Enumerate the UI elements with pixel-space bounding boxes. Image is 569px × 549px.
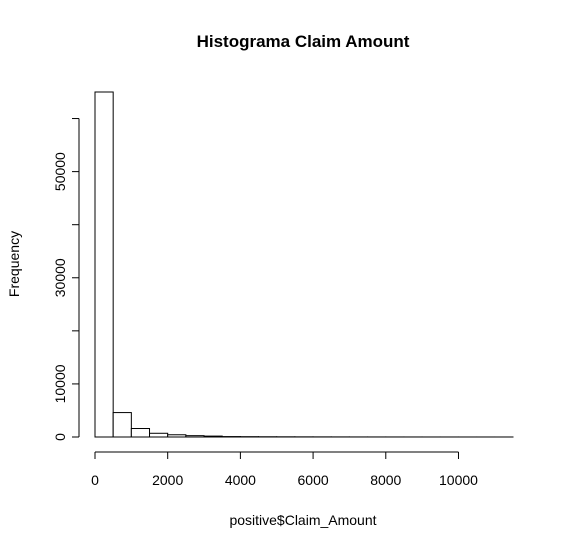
x-axis: 0 2000 4000 6000 8000 10000 [91,451,478,488]
y-tick-label-0: 0 [52,433,68,441]
x-tick-label-2: 4000 [225,472,256,488]
x-tick-label-4: 8000 [370,472,401,488]
histogram-bar-2 [130,428,151,438]
y-axis: 0 10000 30000 50000 [52,118,80,441]
histogram-bar-3 [149,432,169,438]
x-axis-label: positive$Claim_Amount [229,512,376,528]
y-tick-label-5: 50000 [52,152,68,191]
histogram-bar-1 [112,412,132,438]
x-tick-label-0: 0 [91,472,99,488]
y-tick-label-1: 10000 [52,364,68,403]
histogram-bar-5 [185,435,205,438]
x-tick-label-3: 6000 [298,472,329,488]
histogram-bar-4 [167,434,187,438]
y-axis-label: Frequency [6,231,22,297]
x-tick-label-1: 2000 [152,472,183,488]
x-tick-label-5: 10000 [439,472,478,488]
histogram-bar-0 [94,91,114,438]
histogram-bars [94,91,514,438]
y-tick-label-3: 30000 [52,258,68,297]
histogram-bar-6 [203,435,223,438]
chart-title: Histograma Claim Amount [197,32,410,51]
